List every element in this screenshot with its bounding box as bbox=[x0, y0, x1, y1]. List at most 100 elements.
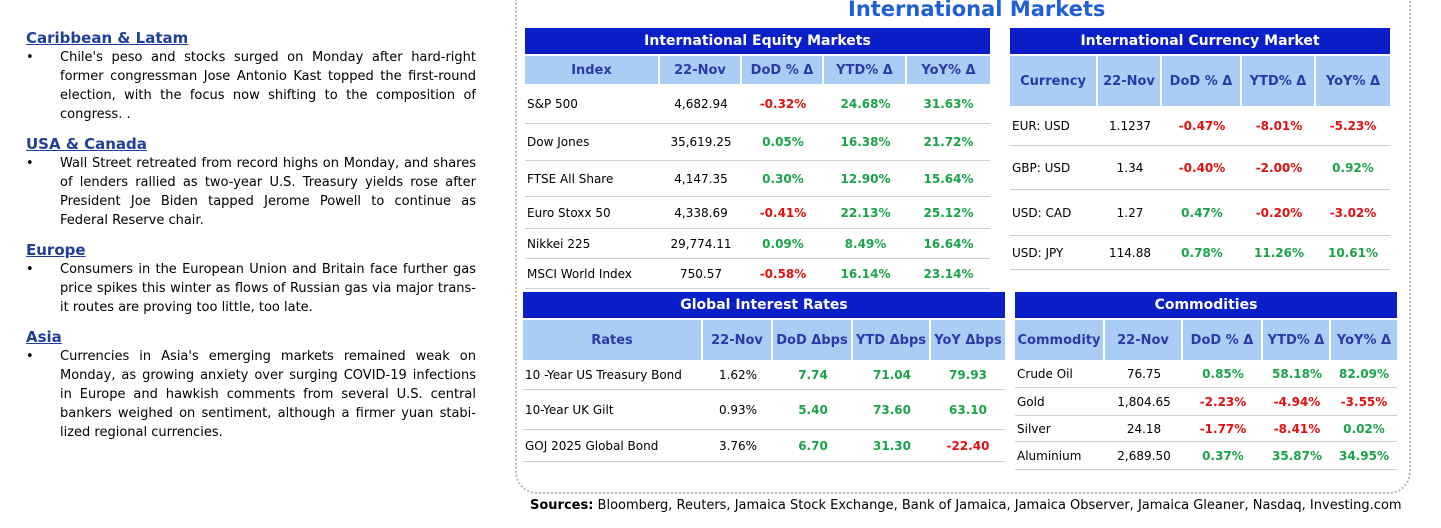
sources-label: Sources: bbox=[530, 498, 594, 513]
news-bullet: • Currencies in Asia's emerging markets … bbox=[26, 347, 476, 442]
cell-value: 8.49% bbox=[824, 229, 907, 259]
cell-value: -3.02% bbox=[1316, 190, 1390, 236]
cell-value: 2,689.50 bbox=[1105, 442, 1183, 470]
news-text: Consumers in the European Union and Brit… bbox=[60, 262, 476, 315]
cell-value: 25.12% bbox=[907, 197, 990, 229]
table-row: EUR: USD 1.1237 -0.47% -8.01% -5.23% bbox=[1010, 106, 1390, 146]
cell-value: 1.62% bbox=[703, 360, 773, 390]
cell-value: 114.88 bbox=[1098, 236, 1162, 270]
table-row: Euro Stoxx 50 4,338.69 -0.41% 22.13% 25.12% bbox=[525, 197, 990, 229]
cell-value: -8.01% bbox=[1242, 106, 1316, 146]
table-row: 10 -Year US Treasury Bond 1.62% 7.74 71.04 7… bbox=[523, 360, 1005, 390]
row-label: 10-Year UK Gilt bbox=[523, 390, 703, 430]
cell-value: -0.58% bbox=[742, 259, 824, 289]
cell-value: -8.41% bbox=[1263, 416, 1331, 442]
cell-value: 31.63% bbox=[907, 84, 990, 124]
cell-value: 0.47% bbox=[1162, 190, 1242, 236]
table-title: Global Interest Rates bbox=[523, 292, 1005, 318]
cell-value: 0.05% bbox=[742, 124, 824, 161]
column-header: Commodity bbox=[1015, 318, 1105, 360]
cell-value: 750.57 bbox=[660, 259, 742, 289]
column-header: YoY% Δ bbox=[907, 54, 990, 84]
cell-value: 76.75 bbox=[1105, 360, 1183, 388]
column-header: Currency bbox=[1010, 54, 1098, 106]
table-title: International Equity Markets bbox=[525, 28, 990, 54]
cell-value: 1.34 bbox=[1098, 146, 1162, 190]
table-row: Crude Oil 76.75 0.85% 58.18% 82.09% bbox=[1015, 360, 1397, 388]
cell-value: 5.40 bbox=[773, 390, 853, 430]
row-label: MSCI World Index bbox=[525, 259, 660, 289]
row-label: 10 -Year US Treasury Bond bbox=[523, 360, 703, 390]
cell-value: 16.14% bbox=[824, 259, 907, 289]
sources-text: Bloomberg, Reuters, Jamaica Stock Exchan… bbox=[593, 498, 1402, 513]
region-title: Europe bbox=[26, 241, 86, 259]
table-row: S&P 500 4,682.94 -0.32% 24.68% 31.63% bbox=[525, 84, 990, 124]
cell-value: -0.20% bbox=[1242, 190, 1316, 236]
bullet-marker: • bbox=[26, 50, 34, 65]
cell-value: 31.30 bbox=[853, 430, 931, 462]
cell-value: 0.02% bbox=[1331, 416, 1397, 442]
column-header: YTD Δbps bbox=[853, 318, 931, 360]
currency-market-table: International Currency Market Currency 22-… bbox=[1010, 28, 1390, 270]
cell-value: -22.40 bbox=[931, 430, 1005, 462]
news-region-usa: USA & Canada • Wall Street retreated fro… bbox=[26, 134, 476, 230]
cell-value: 4,682.94 bbox=[660, 84, 742, 124]
cell-value: -4.94% bbox=[1263, 388, 1331, 416]
column-header: YTD% Δ bbox=[824, 54, 907, 84]
table-title: International Currency Market bbox=[1010, 28, 1390, 54]
row-label: USD: JPY bbox=[1010, 236, 1098, 270]
table-row: GBP: USD 1.34 -0.40% -2.00% 0.92% bbox=[1010, 146, 1390, 190]
table-row: GOJ 2025 Global Bond 3.76% 6.70 31.30 -22.40 bbox=[523, 430, 1005, 462]
table-row: Aluminium 2,689.50 0.37% 35.87% 34.95% bbox=[1015, 442, 1397, 470]
cell-value: 63.10 bbox=[931, 390, 1005, 430]
cell-value: 16.64% bbox=[907, 229, 990, 259]
row-label: Aluminium bbox=[1015, 442, 1105, 470]
column-header: 22-Nov bbox=[1105, 318, 1183, 360]
row-label: FTSE All Share bbox=[525, 161, 660, 197]
bullet-marker: • bbox=[26, 349, 34, 364]
cell-value: 0.09% bbox=[742, 229, 824, 259]
row-label: S&P 500 bbox=[525, 84, 660, 124]
table-row: 10-Year UK Gilt 0.93% 5.40 73.60 63.10 bbox=[523, 390, 1005, 430]
cell-value: -2.00% bbox=[1242, 146, 1316, 190]
news-bullet: • Chile's peso and stocks surged on Mond… bbox=[26, 48, 476, 124]
news-region-asia: Asia • Currencies in Asia's emerging mar… bbox=[26, 327, 476, 442]
cell-value: 34.95% bbox=[1331, 442, 1397, 470]
cell-value: 79.93 bbox=[931, 360, 1005, 390]
news-text: Chile's peso and stocks surged on Monday… bbox=[60, 50, 476, 122]
sources-line: Sources: Bloomberg, Reuters, Jamaica Sto… bbox=[530, 498, 1402, 513]
row-label: Nikkei 225 bbox=[525, 229, 660, 259]
column-header: 22-Nov bbox=[660, 54, 742, 84]
region-title: USA & Canada bbox=[26, 135, 147, 153]
column-header: YTD% Δ bbox=[1242, 54, 1316, 106]
table-row: Dow Jones 35,619.25 0.05% 16.38% 21.72% bbox=[525, 124, 990, 161]
row-label: Euro Stoxx 50 bbox=[525, 197, 660, 229]
row-label: EUR: USD bbox=[1010, 106, 1098, 146]
cell-value: -0.40% bbox=[1162, 146, 1242, 190]
row-label: USD: CAD bbox=[1010, 190, 1098, 236]
cell-value: 15.64% bbox=[907, 161, 990, 197]
column-header: DoD % Δ bbox=[1183, 318, 1263, 360]
cell-value: 1.27 bbox=[1098, 190, 1162, 236]
cell-value: 0.30% bbox=[742, 161, 824, 197]
cell-value: 4,338.69 bbox=[660, 197, 742, 229]
column-header: 22-Nov bbox=[1098, 54, 1162, 106]
cell-value: 71.04 bbox=[853, 360, 931, 390]
news-region-europe: Europe • Consumers in the European Union… bbox=[26, 240, 476, 317]
cell-value: 3.76% bbox=[703, 430, 773, 462]
cell-value: 1.1237 bbox=[1098, 106, 1162, 146]
news-text: Currencies in Asia's emerging markets re… bbox=[60, 349, 476, 440]
cell-value: 29,774.11 bbox=[660, 229, 742, 259]
table-row: Gold 1,804.65 -2.23% -4.94% -3.55% bbox=[1015, 388, 1397, 416]
row-label: Crude Oil bbox=[1015, 360, 1105, 388]
panel-title: International Markets bbox=[848, 0, 1106, 21]
cell-value: 11.26% bbox=[1242, 236, 1316, 270]
cell-value: 73.60 bbox=[853, 390, 931, 430]
region-title: Asia bbox=[26, 328, 62, 346]
column-header: DoD % Δ bbox=[742, 54, 824, 84]
row-label: Silver bbox=[1015, 416, 1105, 442]
table-row: MSCI World Index 750.57 -0.58% 16.14% 23.14% bbox=[525, 259, 990, 289]
cell-value: -0.41% bbox=[742, 197, 824, 229]
cell-value: 24.68% bbox=[824, 84, 907, 124]
